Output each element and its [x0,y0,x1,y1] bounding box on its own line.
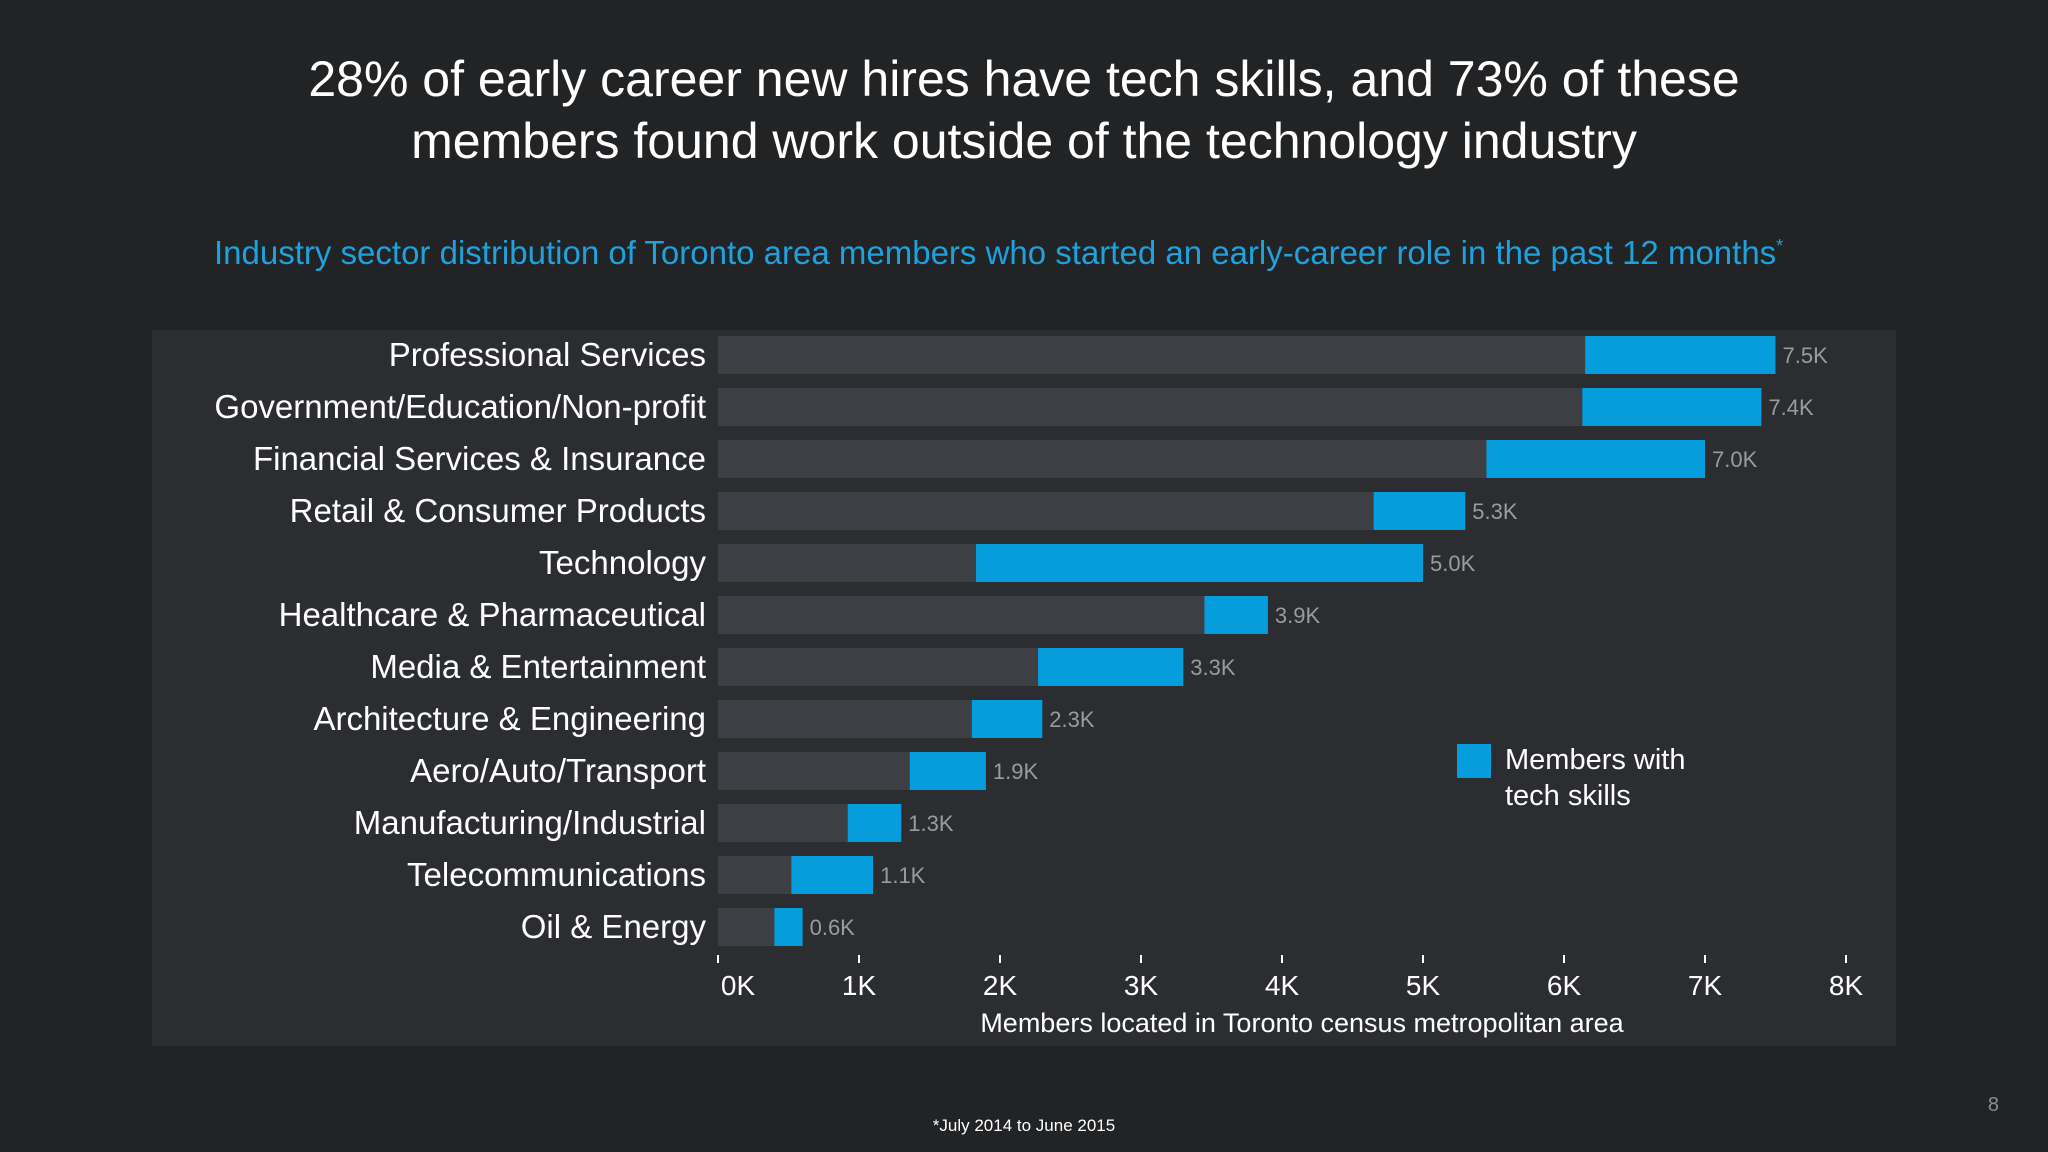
chart-panel: Professional Services 7.5K Government/Educ… [152,330,1896,1046]
footnote: *July 2014 to June 2015 [932,1116,1116,1135]
bar-segment-tech-skills [774,908,803,946]
chart-subtitle-text: Industry sector distribution of Toronto … [214,234,1777,271]
x-axis-tick-label: 7K [1688,970,1723,1001]
bar-value-label: 7.4K [1768,395,1814,420]
bar-segment-other [718,700,972,738]
bar-value-label: 3.9K [1275,603,1321,628]
x-axis-tick-label: 5K [1406,970,1441,1001]
bar-value-label: 7.5K [1783,343,1829,368]
chart-subtitle: Industry sector distribution of Toronto … [214,234,1783,272]
category-label: Professional Services [389,336,706,373]
bar-segment-other [718,336,1586,374]
legend-label-tech-skills: Members with tech skills [1505,744,1686,812]
bar-value-label: 3.3K [1190,655,1236,680]
bar-segment-other [718,388,1583,426]
x-axis-tick-label: 6K [1547,970,1582,1001]
category-label: Manufacturing/Industrial [354,804,706,841]
bar-segment-other [718,856,792,894]
x-axis-title: Members located in Toronto census metrop… [980,1008,1624,1038]
category-label: Financial Services & Insurance [253,440,706,477]
bar-segment-other [718,492,1374,530]
bar-segment-other [718,752,910,790]
footnote-marker: * [1776,236,1784,256]
bar-segment-other [718,648,1039,686]
x-axis-tick-label: 1K [842,970,877,1001]
bar-segment-tech-skills [1204,596,1268,634]
category-label: Technology [539,544,706,581]
category-label: Telecommunications [407,856,706,893]
legend: Members with tech skills [1457,742,1725,814]
bar-segment-tech-skills [1486,440,1705,478]
bar-segment-tech-skills [971,700,1043,738]
bar-segment-tech-skills [976,544,1423,582]
bar-segment-other [718,440,1487,478]
bar-segment-tech-skills [791,856,874,894]
bar-value-label: 5.3K [1472,499,1518,524]
headline: 28% of early career new hires have tech … [0,48,2048,172]
category-label: Healthcare & Pharmaceutical [279,596,706,633]
category-label: Architecture & Engineering [313,700,706,737]
x-axis-tick-label: 2K [983,970,1018,1001]
page-number: 8 [1987,1094,1999,1116]
bar-value-label: 0.6K [810,915,856,940]
bar-segment-tech-skills [1585,336,1776,374]
x-axis-tick-label: 4K [1265,970,1300,1001]
bar-segment-tech-skills [1038,648,1184,686]
category-label: Retail & Consumer Products [290,492,706,529]
x-axis-tick-label: 0K [721,970,756,1001]
legend-swatch-tech-skills [1457,744,1491,778]
bar-segment-tech-skills [1582,388,1762,426]
bar-segment-tech-skills [847,804,902,842]
bar-value-label: 5.0K [1430,551,1476,576]
bar-segment-tech-skills [909,752,986,790]
x-axis-tick-label: 8K [1829,970,1864,1001]
bar-segment-tech-skills [1373,492,1466,530]
bar-value-label: 2.3K [1049,707,1095,732]
bar-segment-other [718,908,775,946]
bar-segment-other [718,544,977,582]
bar-segment-other [718,596,1205,634]
category-label: Aero/Auto/Transport [410,752,706,789]
bar-chart: Professional Services 7.5K Government/Educ… [214,336,1864,1038]
category-label: Oil & Energy [521,908,707,945]
headline-line-1: 28% of early career new hires have tech … [308,51,1740,107]
bar-segment-other [718,804,848,842]
bar-value-label: 1.1K [880,863,926,888]
category-label: Media & Entertainment [370,648,706,685]
category-label: Government/Education/Non-profit [214,388,706,425]
x-axis-tick-label: 3K [1124,970,1159,1001]
headline-line-2: members found work outside of the techno… [411,113,1637,169]
bar-value-label: 1.9K [993,759,1039,784]
bar-value-label: 1.3K [908,811,954,836]
bar-value-label: 7.0K [1712,447,1758,472]
